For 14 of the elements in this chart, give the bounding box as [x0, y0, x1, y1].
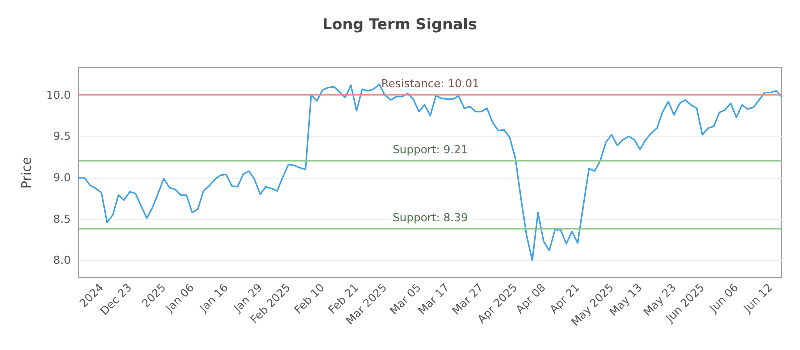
y-tick-label: 9.5 [54, 130, 71, 144]
ref-line-label: Support: 8.39 [392, 211, 468, 224]
ref-line-label: Support: 9.21 [392, 144, 468, 157]
x-tick-label: Feb 10 [292, 281, 328, 317]
ref-line-label: Resistance: 10.01 [382, 77, 480, 90]
y-tick-label: 10.0 [46, 88, 71, 102]
x-tick-label: Jan 16 [196, 281, 232, 316]
chart-title: Long Term Signals [322, 16, 478, 34]
y-tick-label: 8.0 [54, 254, 71, 268]
y-axis-title: Price [20, 157, 35, 189]
x-tick-label: Jun 06 [706, 281, 742, 316]
x-tick-label: Jun 12 [740, 281, 776, 316]
y-tick-label: 8.5 [54, 212, 71, 226]
y-tick-label: 9.0 [54, 171, 71, 184]
